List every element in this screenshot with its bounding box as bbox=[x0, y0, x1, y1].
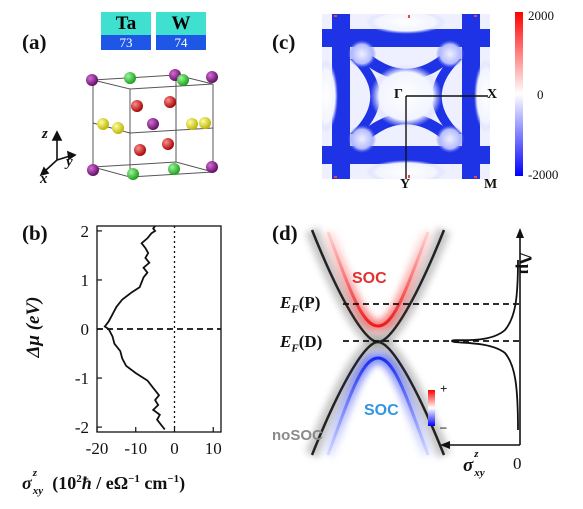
y-tick-label: 0 bbox=[81, 320, 90, 339]
colorbar-mid: 0 bbox=[537, 87, 544, 102]
atom-w bbox=[177, 74, 189, 86]
point-gamma: Γ bbox=[394, 87, 403, 102]
atom-o bbox=[134, 144, 146, 156]
atom-ta bbox=[147, 118, 159, 130]
element-symbol: W bbox=[156, 12, 206, 35]
chart-reference-lines bbox=[97, 226, 221, 432]
atom-w bbox=[124, 72, 136, 84]
positive-spots bbox=[334, 15, 477, 178]
atom-o bbox=[162, 138, 174, 150]
bz-map bbox=[322, 14, 490, 179]
axes-triad bbox=[39, 130, 77, 177]
k-path bbox=[405, 95, 488, 179]
atom-ta bbox=[206, 71, 218, 83]
element-tile-ta: Ta 73 bbox=[101, 12, 151, 50]
atom-s bbox=[97, 118, 109, 130]
axis-z-label: z bbox=[42, 126, 48, 142]
x-tick-label: -20 bbox=[86, 439, 109, 458]
atom-w bbox=[127, 168, 139, 180]
soc-band-lower bbox=[326, 356, 430, 456]
atom-w bbox=[168, 163, 180, 175]
atoms bbox=[86, 69, 218, 180]
axis-y-label: y bbox=[66, 154, 73, 170]
y-tick-label: 1 bbox=[81, 271, 90, 290]
atom-ta bbox=[206, 161, 218, 173]
element-number: 73 bbox=[101, 35, 151, 50]
light-lobes bbox=[322, 14, 490, 179]
crystal-structure bbox=[39, 69, 218, 180]
element-number: 74 bbox=[156, 35, 206, 50]
x-tick-label: -10 bbox=[124, 439, 147, 458]
legend-plus: + bbox=[440, 381, 448, 396]
soc-legend-bar bbox=[428, 390, 435, 426]
atom-s bbox=[199, 117, 211, 129]
soc-band-upper bbox=[326, 231, 430, 328]
element-tile-w: W 74 bbox=[156, 12, 206, 50]
atom-ta bbox=[86, 74, 98, 86]
atom-s bbox=[112, 122, 124, 134]
atom-o bbox=[131, 100, 143, 112]
point-x: X bbox=[487, 87, 498, 102]
x-tick-label: 0 bbox=[170, 439, 179, 458]
y-tick-label: -2 bbox=[75, 418, 89, 437]
nosoc-band-lower bbox=[310, 340, 446, 456]
nosoc-label: noSOC bbox=[272, 427, 323, 444]
panel-a-label: (a) bbox=[22, 30, 47, 54]
axis-x-label: x bbox=[40, 171, 48, 187]
chart-series-line bbox=[103, 225, 166, 431]
mu-axis-label: Δμ bbox=[515, 252, 536, 275]
y-tick-label: -1 bbox=[75, 369, 89, 388]
atom-o bbox=[164, 96, 176, 108]
sigma-axis-label: σ z xy bbox=[463, 448, 485, 479]
sigma-axis-zero: 0 bbox=[513, 454, 522, 473]
unit-cell-edges bbox=[92, 74, 214, 178]
y-tick-label: 2 bbox=[81, 222, 90, 241]
colorbar-max: 2000 bbox=[528, 8, 554, 23]
atom-ta bbox=[87, 164, 99, 176]
x-axis-label: σ z xy (102ħ / eΩ−1 cm−1) bbox=[22, 467, 186, 497]
ef-d-label: EF(D) bbox=[280, 332, 323, 355]
atom-s bbox=[186, 118, 198, 130]
point-m: M bbox=[484, 177, 498, 192]
x-tick-label: 10 bbox=[205, 439, 222, 458]
colorbar-min: -2000 bbox=[528, 167, 559, 182]
mu-axis-label-wrap: Δμ bbox=[515, 243, 548, 283]
element-symbol: Ta bbox=[101, 12, 151, 35]
ef-p-label: EF(P) bbox=[280, 293, 321, 316]
legend-minus: – bbox=[440, 419, 447, 434]
point-y: Y bbox=[400, 177, 411, 192]
panel-b-label: (b) bbox=[22, 221, 48, 245]
panel-d-label: (d) bbox=[272, 221, 298, 245]
soc-lower-label: SOC bbox=[364, 402, 399, 419]
colorbar bbox=[515, 12, 523, 176]
panel-c-label: (c) bbox=[272, 30, 296, 54]
soc-upper-label: SOC bbox=[352, 270, 387, 287]
sigma-peak-curve bbox=[451, 259, 519, 431]
